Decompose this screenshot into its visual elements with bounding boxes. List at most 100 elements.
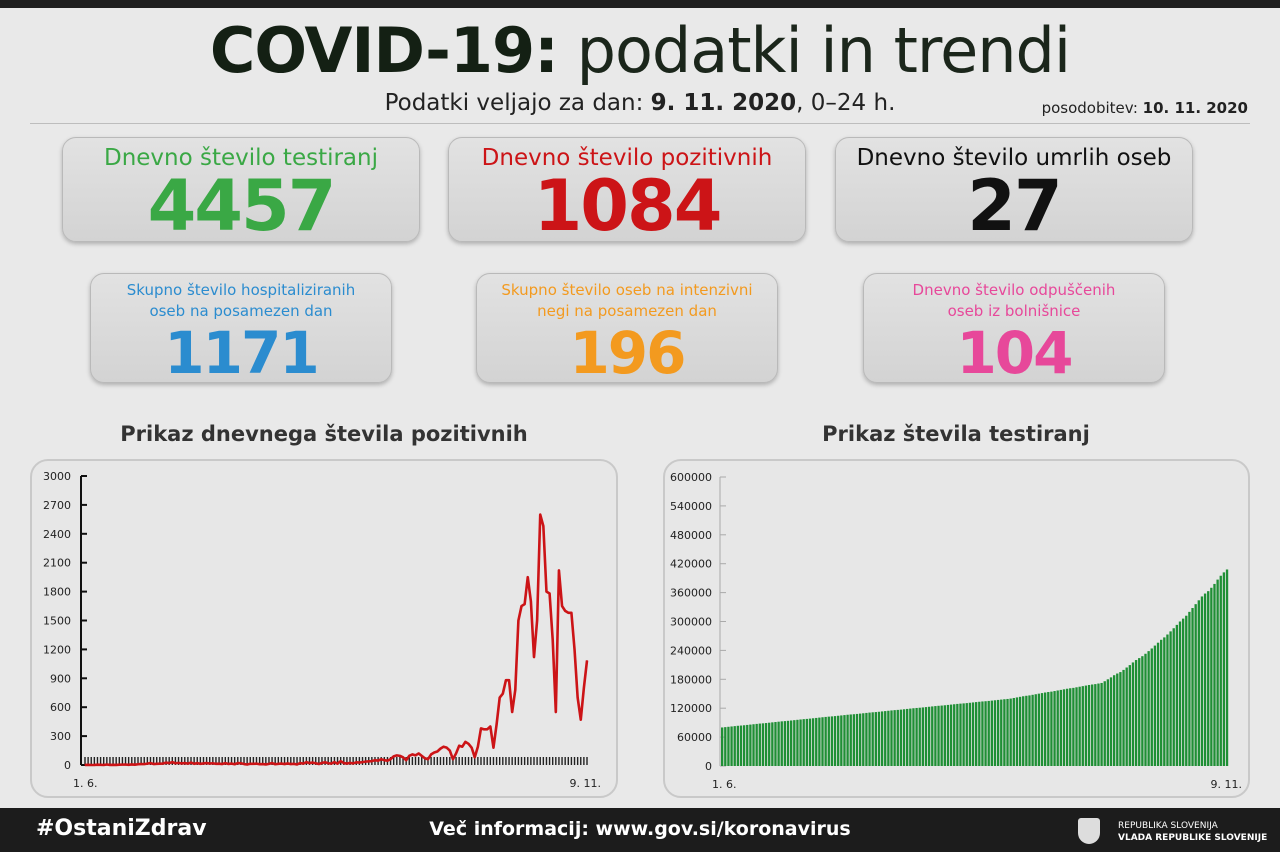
test-bar — [721, 727, 724, 766]
data-point — [480, 727, 482, 729]
test-bar — [1003, 699, 1006, 766]
data-point — [324, 761, 326, 763]
data-point — [508, 679, 510, 681]
test-bar — [1012, 697, 1015, 766]
test-bar — [808, 718, 812, 766]
positive-series-line — [84, 513, 589, 767]
test-bar — [1009, 698, 1012, 766]
data-point — [252, 763, 254, 765]
test-bar — [1147, 651, 1150, 766]
data-point — [471, 747, 473, 749]
data-point — [527, 576, 529, 578]
test-bar — [1194, 604, 1197, 766]
y-tick-label: 0 — [64, 759, 71, 772]
test-bar — [1197, 600, 1200, 766]
data-point — [90, 764, 92, 766]
test-bar — [981, 701, 984, 766]
test-bar — [1109, 677, 1113, 766]
data-point — [202, 762, 205, 765]
data-point — [312, 761, 314, 764]
stat-label-line: negi na posamezen dan — [537, 302, 717, 320]
data-point — [558, 569, 560, 572]
test-bar — [865, 712, 868, 766]
data-point — [290, 763, 292, 765]
data-point — [467, 743, 470, 745]
data-point — [502, 693, 504, 695]
test-bar — [978, 701, 981, 766]
more-info-link[interactable]: Več informacij: www.gov.si/koronavirus — [429, 818, 851, 840]
x-end-label: 9. 11. — [570, 777, 602, 790]
test-bar — [927, 706, 931, 766]
test-bar — [1069, 688, 1072, 766]
test-bar — [1059, 689, 1063, 766]
test-bar — [934, 706, 937, 766]
test-bar — [1125, 667, 1128, 766]
test-bar — [1056, 690, 1059, 766]
data-point — [190, 761, 192, 764]
data-point — [159, 763, 161, 765]
test-bar — [771, 722, 774, 766]
test-bar — [1131, 662, 1135, 766]
stat-card-positive: Dnevno število pozitivnih 1084 — [448, 137, 806, 242]
stat-value: 104 — [956, 319, 1073, 387]
test-bar — [884, 711, 887, 766]
data-point — [536, 619, 538, 622]
data-point — [174, 762, 177, 764]
test-bar — [1134, 660, 1138, 766]
data-point — [561, 605, 563, 607]
stat-label-line: oseb iz bolnišnice — [947, 302, 1081, 320]
data-point — [315, 762, 317, 764]
data-point — [218, 763, 220, 765]
test-bar — [1053, 691, 1056, 766]
data-point — [152, 763, 155, 765]
test-bar — [746, 724, 749, 766]
data-point — [464, 741, 466, 743]
data-point — [355, 761, 357, 763]
stat-label-line: Skupno število oseb na intenzivni — [501, 281, 753, 299]
data-point — [586, 659, 588, 662]
update-label: posodobitev: — [1041, 99, 1143, 117]
data-point — [99, 764, 102, 766]
test-bar — [1084, 685, 1088, 766]
test-bar — [1119, 672, 1122, 766]
data-point — [212, 762, 214, 764]
test-bar — [830, 716, 834, 766]
stat-card-deaths: Dnevno število umrlih oseb 27 — [835, 137, 1193, 242]
test-bar — [837, 715, 840, 766]
data-point — [165, 762, 167, 764]
subtitle-suffix: , 0–24 h. — [796, 90, 896, 116]
test-bar — [739, 725, 743, 766]
test-bar — [824, 716, 827, 766]
data-point — [358, 761, 360, 764]
data-point — [580, 719, 582, 721]
test-bar — [843, 715, 846, 766]
data-point — [103, 764, 105, 766]
test-bar — [931, 706, 934, 766]
chart-title-positive: Prikaz dnevnega števila pozitivnih — [120, 422, 528, 446]
data-point — [414, 754, 417, 756]
test-bar — [896, 709, 899, 766]
test-bar — [971, 702, 975, 766]
data-point — [131, 763, 133, 766]
test-bar — [924, 707, 928, 766]
data-point — [109, 764, 111, 766]
test-bar — [1203, 593, 1207, 766]
data-point — [555, 711, 557, 713]
test-bar — [1141, 656, 1144, 766]
test-bar — [1172, 628, 1175, 766]
data-point — [333, 761, 336, 763]
y-tick-label: 600 — [50, 701, 71, 714]
test-bar — [953, 704, 956, 766]
test-bar — [1034, 694, 1037, 766]
government-logo-text: REPUBLIKA SLOVENIJA VLADA REPUBLIKE SLOVE… — [1118, 820, 1267, 844]
data-point — [492, 747, 495, 749]
data-point — [489, 725, 491, 728]
test-bar — [959, 703, 962, 766]
test-bar — [811, 718, 815, 766]
data-point — [221, 763, 223, 765]
data-point — [287, 762, 289, 765]
test-bar — [940, 705, 943, 766]
data-point — [424, 757, 426, 759]
stat-value: 1084 — [533, 165, 723, 247]
test-bar — [1156, 642, 1160, 766]
